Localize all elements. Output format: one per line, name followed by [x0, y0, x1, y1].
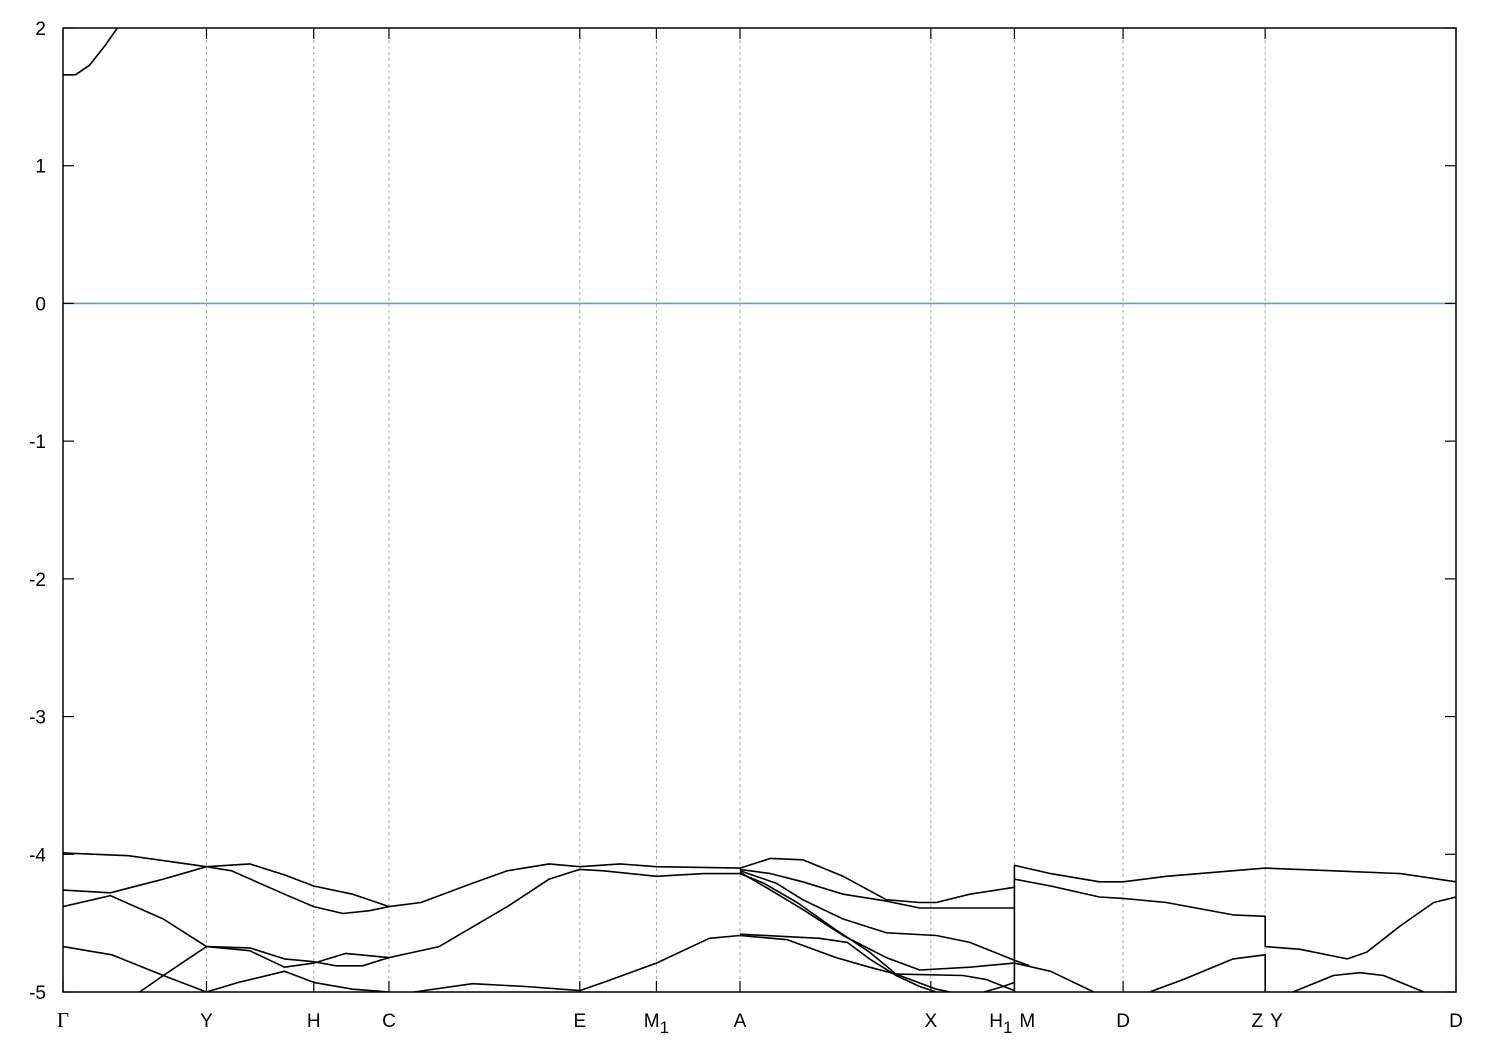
x-tick-label-main: M — [1019, 1011, 1035, 1032]
x-tick-label: C — [382, 1011, 396, 1032]
x-tick-label-main: Γ — [57, 1008, 69, 1032]
x-tick-label: M1 — [644, 1011, 669, 1037]
band-line — [739, 871, 1015, 971]
band-line — [739, 934, 1015, 992]
band-line — [63, 28, 118, 76]
x-tick-label: Y — [200, 1011, 213, 1032]
x-tick-label: E — [573, 1011, 586, 1032]
band-line — [1014, 878, 1456, 960]
band-line — [983, 981, 1015, 992]
x-tick-label-main: H — [307, 1011, 321, 1032]
x-tick-label-subscript: 1 — [1003, 1018, 1012, 1037]
band-line — [739, 868, 1015, 909]
x-tick-label-main: E — [573, 1011, 586, 1032]
grid-lines — [205, 28, 1266, 992]
band-line — [1014, 864, 1456, 883]
x-tick-label-main: Z — [1252, 1011, 1264, 1032]
x-tick-label: Y — [1270, 1011, 1283, 1032]
x-tick-label-main: D — [1449, 1011, 1463, 1032]
x-tick-label-main: H — [989, 1011, 1003, 1032]
x-tick-label: Γ — [57, 1008, 69, 1032]
band-line — [739, 872, 951, 992]
x-tick-label-main: A — [734, 1011, 747, 1032]
x-tick-label: H — [307, 1011, 321, 1032]
y-tick-label: 0 — [35, 294, 46, 315]
band-line — [63, 868, 740, 967]
band-line — [739, 933, 937, 992]
band-line — [63, 852, 390, 908]
x-tick-label: H1 — [989, 1011, 1012, 1037]
y-tick-label: -3 — [29, 708, 46, 729]
x-tick-label: A — [734, 1011, 747, 1032]
bands-layer — [63, 28, 1456, 992]
x-tick-label: Z — [1252, 1011, 1264, 1032]
plot-frame — [62, 27, 1457, 993]
x-tick-label-main: X — [924, 1011, 937, 1032]
band-line — [1149, 953, 1266, 992]
y-tick-label: -1 — [29, 432, 46, 453]
x-tick-label: D — [1449, 1011, 1463, 1032]
y-tick-label: -5 — [29, 983, 46, 1004]
y-tick-label: -4 — [29, 845, 46, 866]
x-tick-label-subscript: 1 — [660, 1018, 669, 1037]
band-line — [63, 863, 741, 915]
band-line — [1014, 962, 1095, 992]
band-line — [413, 934, 741, 992]
x-tick-label: D — [1116, 1011, 1130, 1032]
band-line — [739, 870, 1030, 967]
x-tick-label: M — [1019, 1011, 1035, 1032]
band-line — [1292, 971, 1425, 992]
x-tick-label-main: Y — [200, 1011, 213, 1032]
band-line — [139, 945, 390, 992]
x-tick-label: X — [924, 1011, 937, 1032]
band-line — [63, 945, 207, 992]
x-tick-label-main: Y — [1270, 1011, 1283, 1032]
y-tick-label: -2 — [29, 570, 46, 591]
axes-layer — [62, 27, 1457, 993]
band-line — [206, 970, 390, 992]
band-line — [739, 857, 1015, 904]
x-tick-label-main: D — [1116, 1011, 1130, 1032]
x-tick-label-main: M — [644, 1011, 660, 1032]
y-tick-label: 2 — [35, 19, 46, 40]
y-tick-label: 1 — [35, 157, 46, 178]
x-tick-label-main: C — [382, 1011, 396, 1032]
